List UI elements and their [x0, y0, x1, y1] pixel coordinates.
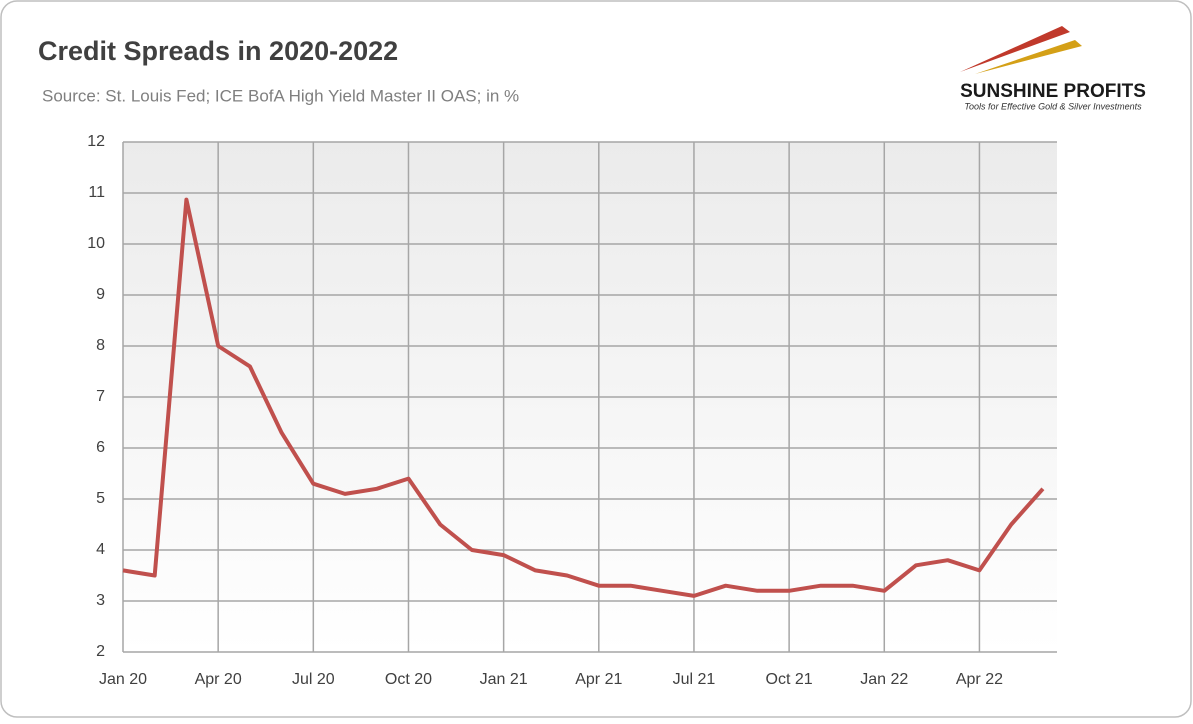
y-tick-label: 7 [96, 388, 105, 405]
line-series [122, 197, 1045, 598]
x-tick-label: Jan 21 [480, 671, 528, 688]
x-tick-label: Jan 20 [99, 671, 147, 688]
x-tick-label: Oct 21 [766, 671, 813, 688]
x-tick-label: Jan 22 [860, 671, 908, 688]
logo: SUNSHINE PROFITS Tools for Effective Gol… [960, 26, 1146, 111]
y-tick-label: 6 [96, 439, 105, 456]
logo-swoosh [960, 26, 1070, 72]
logo-swoosh [975, 40, 1082, 74]
y-tick-label: 5 [96, 490, 105, 507]
x-tick-label: Apr 21 [575, 671, 622, 688]
y-tick-label: 8 [96, 337, 105, 354]
y-tick-label: 12 [87, 133, 105, 150]
x-tick-label: Jul 20 [292, 671, 335, 688]
chart-title: Credit Spreads in 2020-2022 [38, 36, 398, 66]
y-tick-label: 11 [88, 184, 105, 201]
x-tick-label: Apr 22 [956, 671, 1003, 688]
y-tick-label: 10 [87, 235, 105, 252]
chart-subtitle: Source: St. Louis Fed; ICE BofA High Yie… [42, 86, 519, 105]
logo-name: SUNSHINE PROFITS [960, 81, 1146, 102]
x-tick-label: Oct 20 [385, 671, 432, 688]
y-tick-label: 2 [96, 643, 105, 660]
y-tick-label: 4 [96, 541, 105, 558]
y-tick-label: 3 [96, 592, 105, 609]
logo-tagline: Tools for Effective Gold & Silver Invest… [964, 101, 1142, 111]
y-tick-label: 9 [96, 286, 105, 303]
x-tick-label: Apr 20 [195, 671, 242, 688]
x-tick-label: Jul 21 [673, 671, 716, 688]
